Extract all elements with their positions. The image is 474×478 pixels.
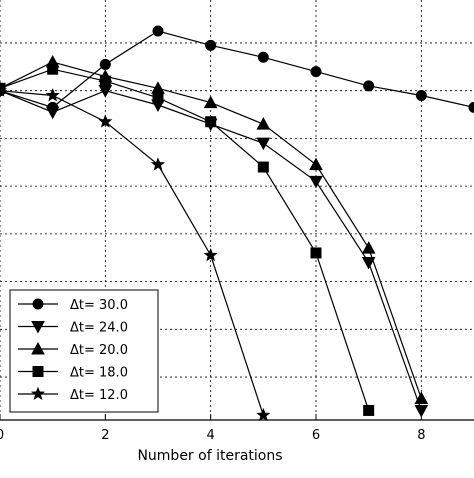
- legend-marker-triangle-up: [31, 341, 45, 355]
- data-point-circle: [152, 25, 164, 37]
- x-tick-label: 4: [207, 428, 215, 443]
- data-point-triangle-down: [45, 106, 60, 120]
- data-point-circle: [310, 66, 322, 78]
- series-star: [0, 83, 271, 422]
- data-point-triangle-up: [203, 95, 218, 109]
- data-point-triangle-up: [309, 157, 323, 171]
- data-point-triangle-down: [98, 85, 113, 98]
- data-point-square: [363, 404, 375, 416]
- data-point-square: [47, 63, 59, 75]
- data-point-star: [45, 88, 60, 102]
- x-axis-label: Number of iterations: [137, 448, 282, 464]
- legend-marker-square: [32, 366, 44, 377]
- series-line: [0, 30, 474, 109]
- legend-entry: Δt= 18.0: [18, 366, 128, 381]
- data-point-circle: [205, 39, 217, 51]
- legend-label: Δt= 20.0: [70, 343, 128, 358]
- data-point-circle: [468, 101, 474, 113]
- legend-entry: Δt= 12.0: [18, 386, 128, 403]
- legend: Δt= 30.0 Δt= 24.0 Δt= 20.0 Δt= 18.0 Δt= 12.0: [9, 289, 159, 413]
- data-point-circle: [257, 51, 269, 63]
- legend-marker-star: [30, 386, 46, 400]
- x-tick-label: 0: [0, 428, 4, 443]
- data-point-circle: [363, 80, 375, 92]
- data-point-circle: [415, 89, 427, 101]
- ticks-layer: 0 2 4 6 8: [0, 414, 425, 443]
- data-point-triangle-down: [256, 137, 271, 151]
- data-point-star: [150, 157, 166, 171]
- data-point-star: [256, 407, 271, 422]
- data-point-triangle-up: [256, 117, 271, 130]
- data-point-triangle-down: [414, 404, 429, 418]
- legend-entry: Δt= 24.0: [18, 321, 128, 336]
- series-layer: [0, 25, 474, 422]
- data-point-circle: [99, 58, 111, 70]
- x-tick-label: 8: [417, 428, 425, 443]
- legend-label: Δt= 30.0: [70, 298, 128, 313]
- legend-entry: Δt= 30.0: [18, 298, 128, 313]
- series-square: [0, 63, 375, 416]
- x-tick-label: 2: [101, 428, 109, 443]
- data-point-square: [99, 75, 111, 87]
- data-point-triangle-up: [414, 391, 429, 405]
- series-circle: [0, 25, 474, 113]
- data-point-triangle-down: [309, 175, 323, 189]
- legend-marker-triangle-down: [31, 321, 45, 334]
- data-point-square: [310, 247, 322, 259]
- data-point-star: [98, 114, 113, 128]
- data-point-triangle-up: [361, 241, 376, 254]
- legend-label: Δt= 24.0: [70, 321, 128, 336]
- legend-marker-circle: [32, 298, 44, 310]
- series-line: [0, 90, 264, 416]
- legend-label: Δt= 12.0: [70, 388, 128, 403]
- data-point-square: [257, 161, 269, 173]
- legend-label: Δt= 18.0: [70, 366, 128, 381]
- legend-entry: Δt= 20.0: [18, 341, 128, 358]
- data-point-square: [205, 116, 217, 128]
- series-line: [0, 68, 370, 411]
- data-point-star: [0, 83, 8, 97]
- data-point-star: [203, 247, 218, 262]
- data-point-square: [152, 92, 164, 104]
- data-point-triangle-down: [361, 257, 376, 270]
- x-tick-label: 6: [312, 428, 320, 443]
